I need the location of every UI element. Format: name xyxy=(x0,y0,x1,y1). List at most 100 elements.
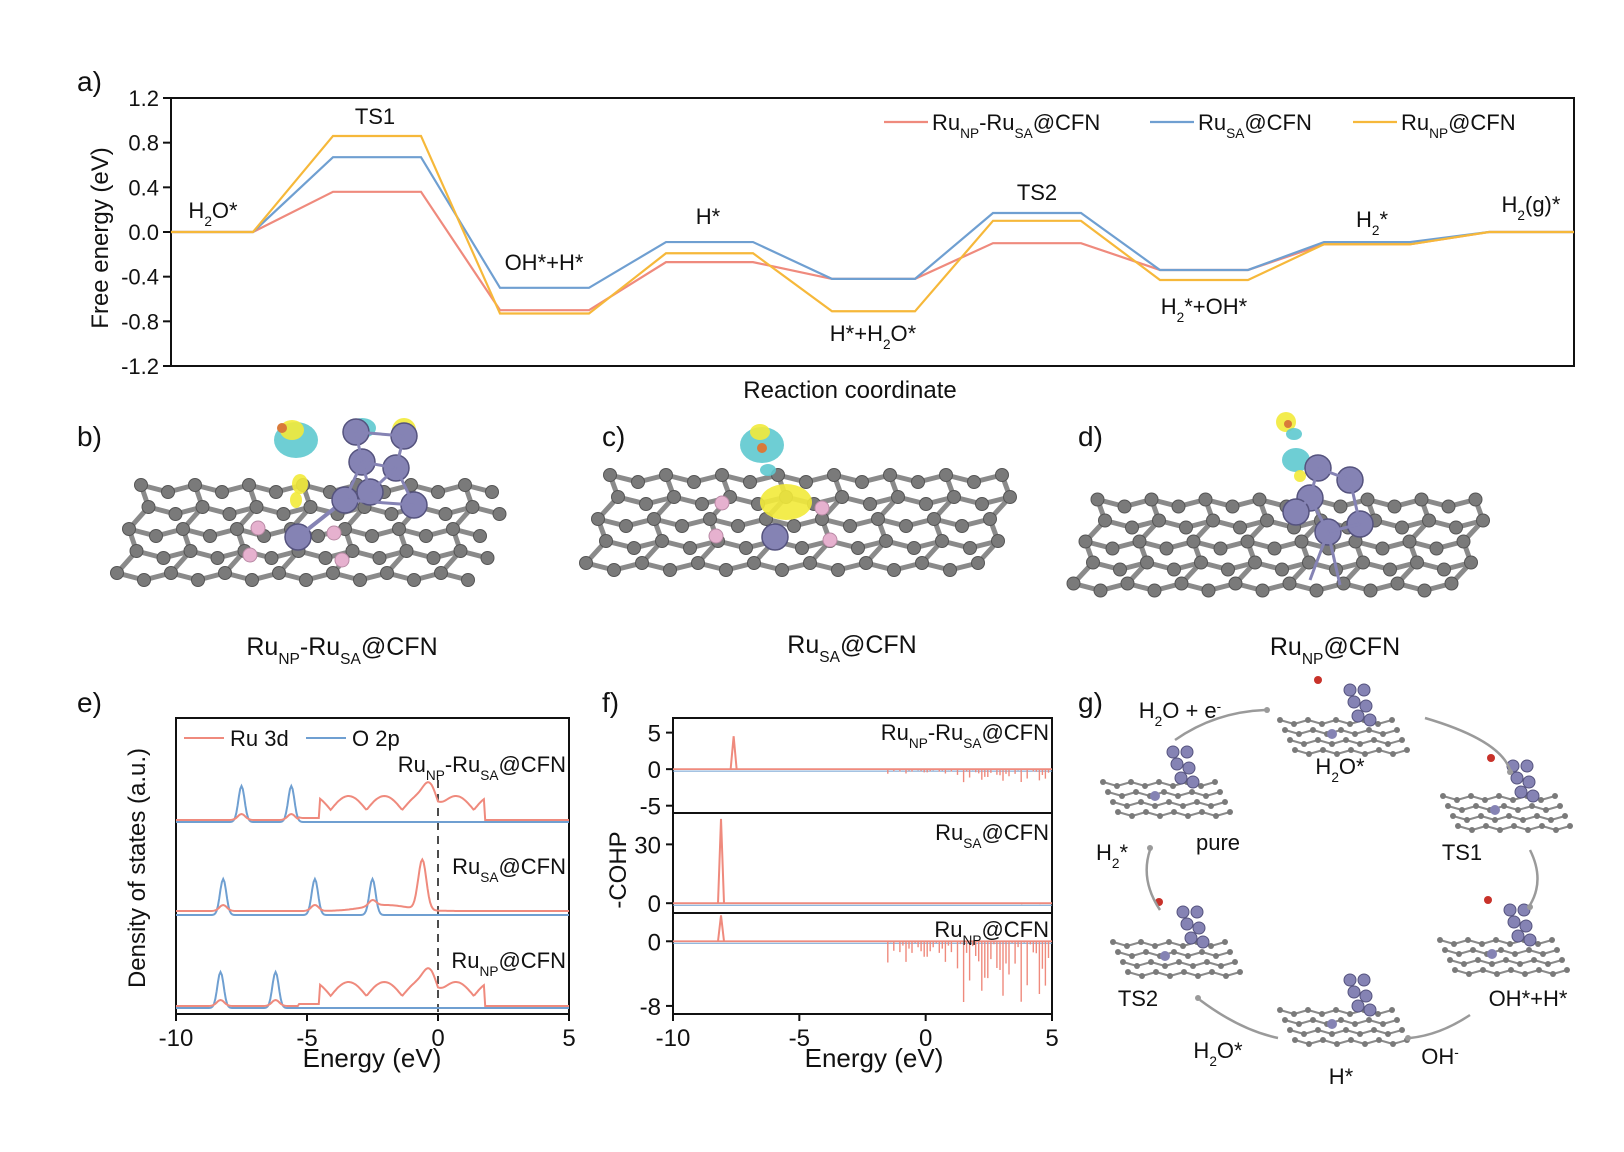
charge-density xyxy=(1282,448,1310,472)
mini-carbon xyxy=(1545,961,1551,967)
mini-ru xyxy=(1182,761,1196,775)
mini-carbon xyxy=(1540,951,1546,957)
mini-carbon xyxy=(1380,731,1386,737)
carbon-atom xyxy=(715,468,729,482)
carbon-atom xyxy=(899,519,913,533)
mini-ru xyxy=(1186,775,1200,789)
mini-carbon xyxy=(1301,741,1307,747)
mini-carbon xyxy=(1334,751,1340,757)
ru-bond xyxy=(1327,522,1361,534)
carbon-atom xyxy=(687,475,701,489)
cycle-ts2: TS2 xyxy=(1118,986,1158,1011)
ru-bond xyxy=(361,460,397,470)
legend-label-0: RuNP-RuSA@CFN xyxy=(932,110,1100,141)
mini-carbon xyxy=(1190,963,1196,969)
carbon-atom xyxy=(703,512,717,526)
carbon-atom xyxy=(215,485,229,499)
mini-carbon xyxy=(1227,809,1233,815)
carbon-atom xyxy=(1144,492,1159,507)
y-tick-label: 0 xyxy=(648,757,661,784)
mini-carbon xyxy=(1343,737,1349,743)
carbon-atom xyxy=(991,534,1005,548)
charge-density xyxy=(1294,470,1306,482)
mini-carbon xyxy=(1199,809,1205,815)
mini-carbon xyxy=(1522,971,1528,977)
mini-ru xyxy=(1503,903,1517,917)
carbon-atom xyxy=(264,551,279,565)
cohp-label-0: RuNP-RuSA@CFN xyxy=(881,720,1049,751)
panel-label-d: d) xyxy=(1078,421,1103,452)
carbon-atom xyxy=(787,519,801,533)
mini-carbon xyxy=(1338,1017,1344,1023)
n-atom xyxy=(242,547,258,563)
carbon-atom xyxy=(1387,499,1402,514)
mini-carbon xyxy=(1282,727,1288,733)
legend-label-o2p: O 2p xyxy=(352,726,400,751)
mini-carbon xyxy=(1390,1041,1396,1047)
mini-carbon xyxy=(1553,827,1559,833)
text-part: 2 xyxy=(1112,856,1120,871)
ru3d-curve-2 xyxy=(176,967,569,1007)
mini-carbon xyxy=(1338,727,1344,733)
charge-density xyxy=(750,424,770,440)
legend-label-1: RuSA@CFN xyxy=(1198,110,1312,141)
arrow-head xyxy=(1264,707,1270,713)
mini-ru xyxy=(1166,745,1180,759)
mini-carbon xyxy=(1176,959,1182,965)
text-part: 2 xyxy=(204,214,212,229)
ru-bond xyxy=(394,467,416,506)
mini-carbon xyxy=(1496,793,1502,799)
mini-ru xyxy=(1359,989,1373,1003)
mini-ru xyxy=(1190,905,1204,919)
carbon-atom xyxy=(1086,555,1100,570)
text-part: Ru xyxy=(451,948,479,973)
carbon-atom xyxy=(683,541,697,555)
cycle-h-star: H* xyxy=(1329,1064,1354,1089)
o-atom xyxy=(277,423,287,433)
n-atom xyxy=(708,528,724,544)
structure-b-ru-np-ru-sa xyxy=(110,418,507,587)
mini-carbon xyxy=(1468,793,1474,799)
carbon-atom xyxy=(1476,513,1490,528)
carbon-atom xyxy=(1171,499,1186,514)
mini-carbon xyxy=(1277,1007,1283,1013)
mini-carbon xyxy=(1538,797,1544,803)
mini-carbon xyxy=(1362,751,1368,757)
carbon-atom xyxy=(1117,499,1132,514)
text-part: NP xyxy=(426,768,445,783)
mini-carbon xyxy=(1128,779,1134,785)
text-part: OH xyxy=(1421,1044,1454,1069)
carbon-atom xyxy=(303,500,318,514)
text-part: O* xyxy=(1339,754,1365,779)
mini-carbon xyxy=(1296,1021,1302,1027)
y-tick-label: 30 xyxy=(634,832,661,859)
carbon-atom xyxy=(1248,555,1262,570)
carbon-atom xyxy=(887,563,901,577)
carbon-atom xyxy=(210,551,225,565)
mini-carbon xyxy=(1478,813,1484,819)
mini-o-atom xyxy=(1314,676,1322,684)
o-atom xyxy=(1284,420,1292,428)
ru-atom xyxy=(761,523,789,551)
carbon-atom xyxy=(743,475,757,489)
text-part: @CFN xyxy=(498,854,566,879)
mini-carbon xyxy=(1483,823,1489,829)
series-line-2 xyxy=(171,134,1574,315)
carbon-atom xyxy=(419,529,433,543)
carbon-atom xyxy=(1294,534,1309,549)
carbon-atom xyxy=(1260,513,1274,528)
mini-carbon xyxy=(1208,803,1214,809)
mini-carbon xyxy=(1156,779,1162,785)
text-part: SA xyxy=(819,649,840,666)
carbon-atom xyxy=(955,519,969,533)
mini-carbon xyxy=(1166,939,1172,945)
text-part: Ru xyxy=(246,633,278,661)
mini-carbon xyxy=(1105,789,1111,795)
x-tick-label: -10 xyxy=(159,1025,194,1052)
mini-carbon xyxy=(1166,799,1172,805)
carbon-atom xyxy=(963,541,977,555)
mini-carbon xyxy=(1157,813,1163,819)
text-part: H xyxy=(1193,1038,1209,1063)
mini-carbon xyxy=(1564,967,1570,973)
carbon-atom xyxy=(647,512,661,526)
